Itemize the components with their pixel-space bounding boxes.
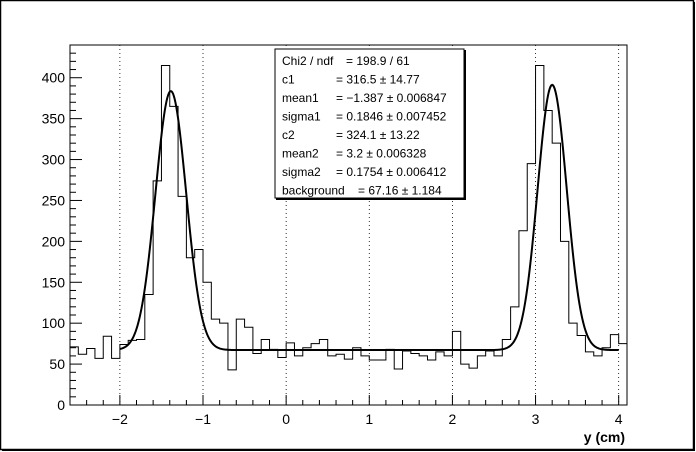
stats-box-frame bbox=[274, 48, 465, 199]
x-tick-label: −1 bbox=[195, 411, 211, 427]
y-tick-label: 200 bbox=[42, 233, 66, 249]
stats-value: = −1.387 ± 0.006847 bbox=[336, 91, 447, 105]
x-tick-label: 1 bbox=[365, 411, 373, 427]
x-tick-label: 4 bbox=[615, 411, 623, 427]
x-axis-label: y (cm) bbox=[584, 429, 625, 445]
y-tick-label: 300 bbox=[42, 152, 66, 168]
stats-value: = 324.1 ± 13.22 bbox=[336, 128, 420, 142]
stats-label: mean1 bbox=[282, 91, 319, 105]
stats-label: c2 bbox=[282, 128, 295, 142]
y-tick-label: 0 bbox=[57, 397, 65, 413]
x-tick-label: 3 bbox=[532, 411, 540, 427]
x-tick-label: −2 bbox=[112, 411, 128, 427]
stats-value: = 0.1846 ± 0.007452 bbox=[336, 110, 447, 124]
histogram-steps bbox=[70, 64, 627, 371]
y-tick-label: 350 bbox=[42, 111, 66, 127]
histogram-outline bbox=[70, 64, 627, 371]
stats-label: sigma2 bbox=[282, 165, 321, 179]
stats-label: sigma1 bbox=[282, 110, 321, 124]
x-tick-label: 0 bbox=[282, 411, 290, 427]
stats-rows: Chi2 / ndf = 198.9 / 61 c1 = 316.5 ± 14.77 m… bbox=[282, 54, 447, 198]
stats-value: = 3.2 ± 0.006328 bbox=[336, 147, 427, 161]
fit-stats-box: Chi2 / ndf = 198.9 / 61 c1 = 316.5 ± 14.77 m… bbox=[274, 48, 466, 200]
y-tick-label: 100 bbox=[42, 315, 66, 331]
stats-label: background bbox=[282, 184, 345, 198]
stats-value: = 316.5 ± 14.77 bbox=[336, 73, 420, 87]
stats-label: mean2 bbox=[282, 147, 319, 161]
stats-value: = 198.9 / 61 bbox=[346, 54, 410, 68]
y-tick-label: 400 bbox=[42, 70, 66, 86]
y-tick-label: 150 bbox=[42, 274, 66, 290]
y-tick-label: 50 bbox=[49, 356, 65, 372]
y-axis-ticks: 0 50 100 150 200 250 300 350 400 bbox=[42, 44, 82, 413]
x-tick-label: 2 bbox=[449, 411, 457, 427]
stats-label: c1 bbox=[282, 73, 295, 87]
x-axis-ticks: −2 −1 0 1 2 3 4 bbox=[69, 395, 623, 427]
fit-curve bbox=[119, 83, 619, 352]
stats-value: = 67.16 ± 1.184 bbox=[358, 184, 442, 198]
stats-value: = 0.1754 ± 0.006412 bbox=[336, 165, 447, 179]
y-tick-label: 250 bbox=[42, 192, 66, 208]
stats-label: Chi2 / ndf bbox=[282, 54, 334, 68]
fit-curve-line bbox=[119, 83, 619, 352]
